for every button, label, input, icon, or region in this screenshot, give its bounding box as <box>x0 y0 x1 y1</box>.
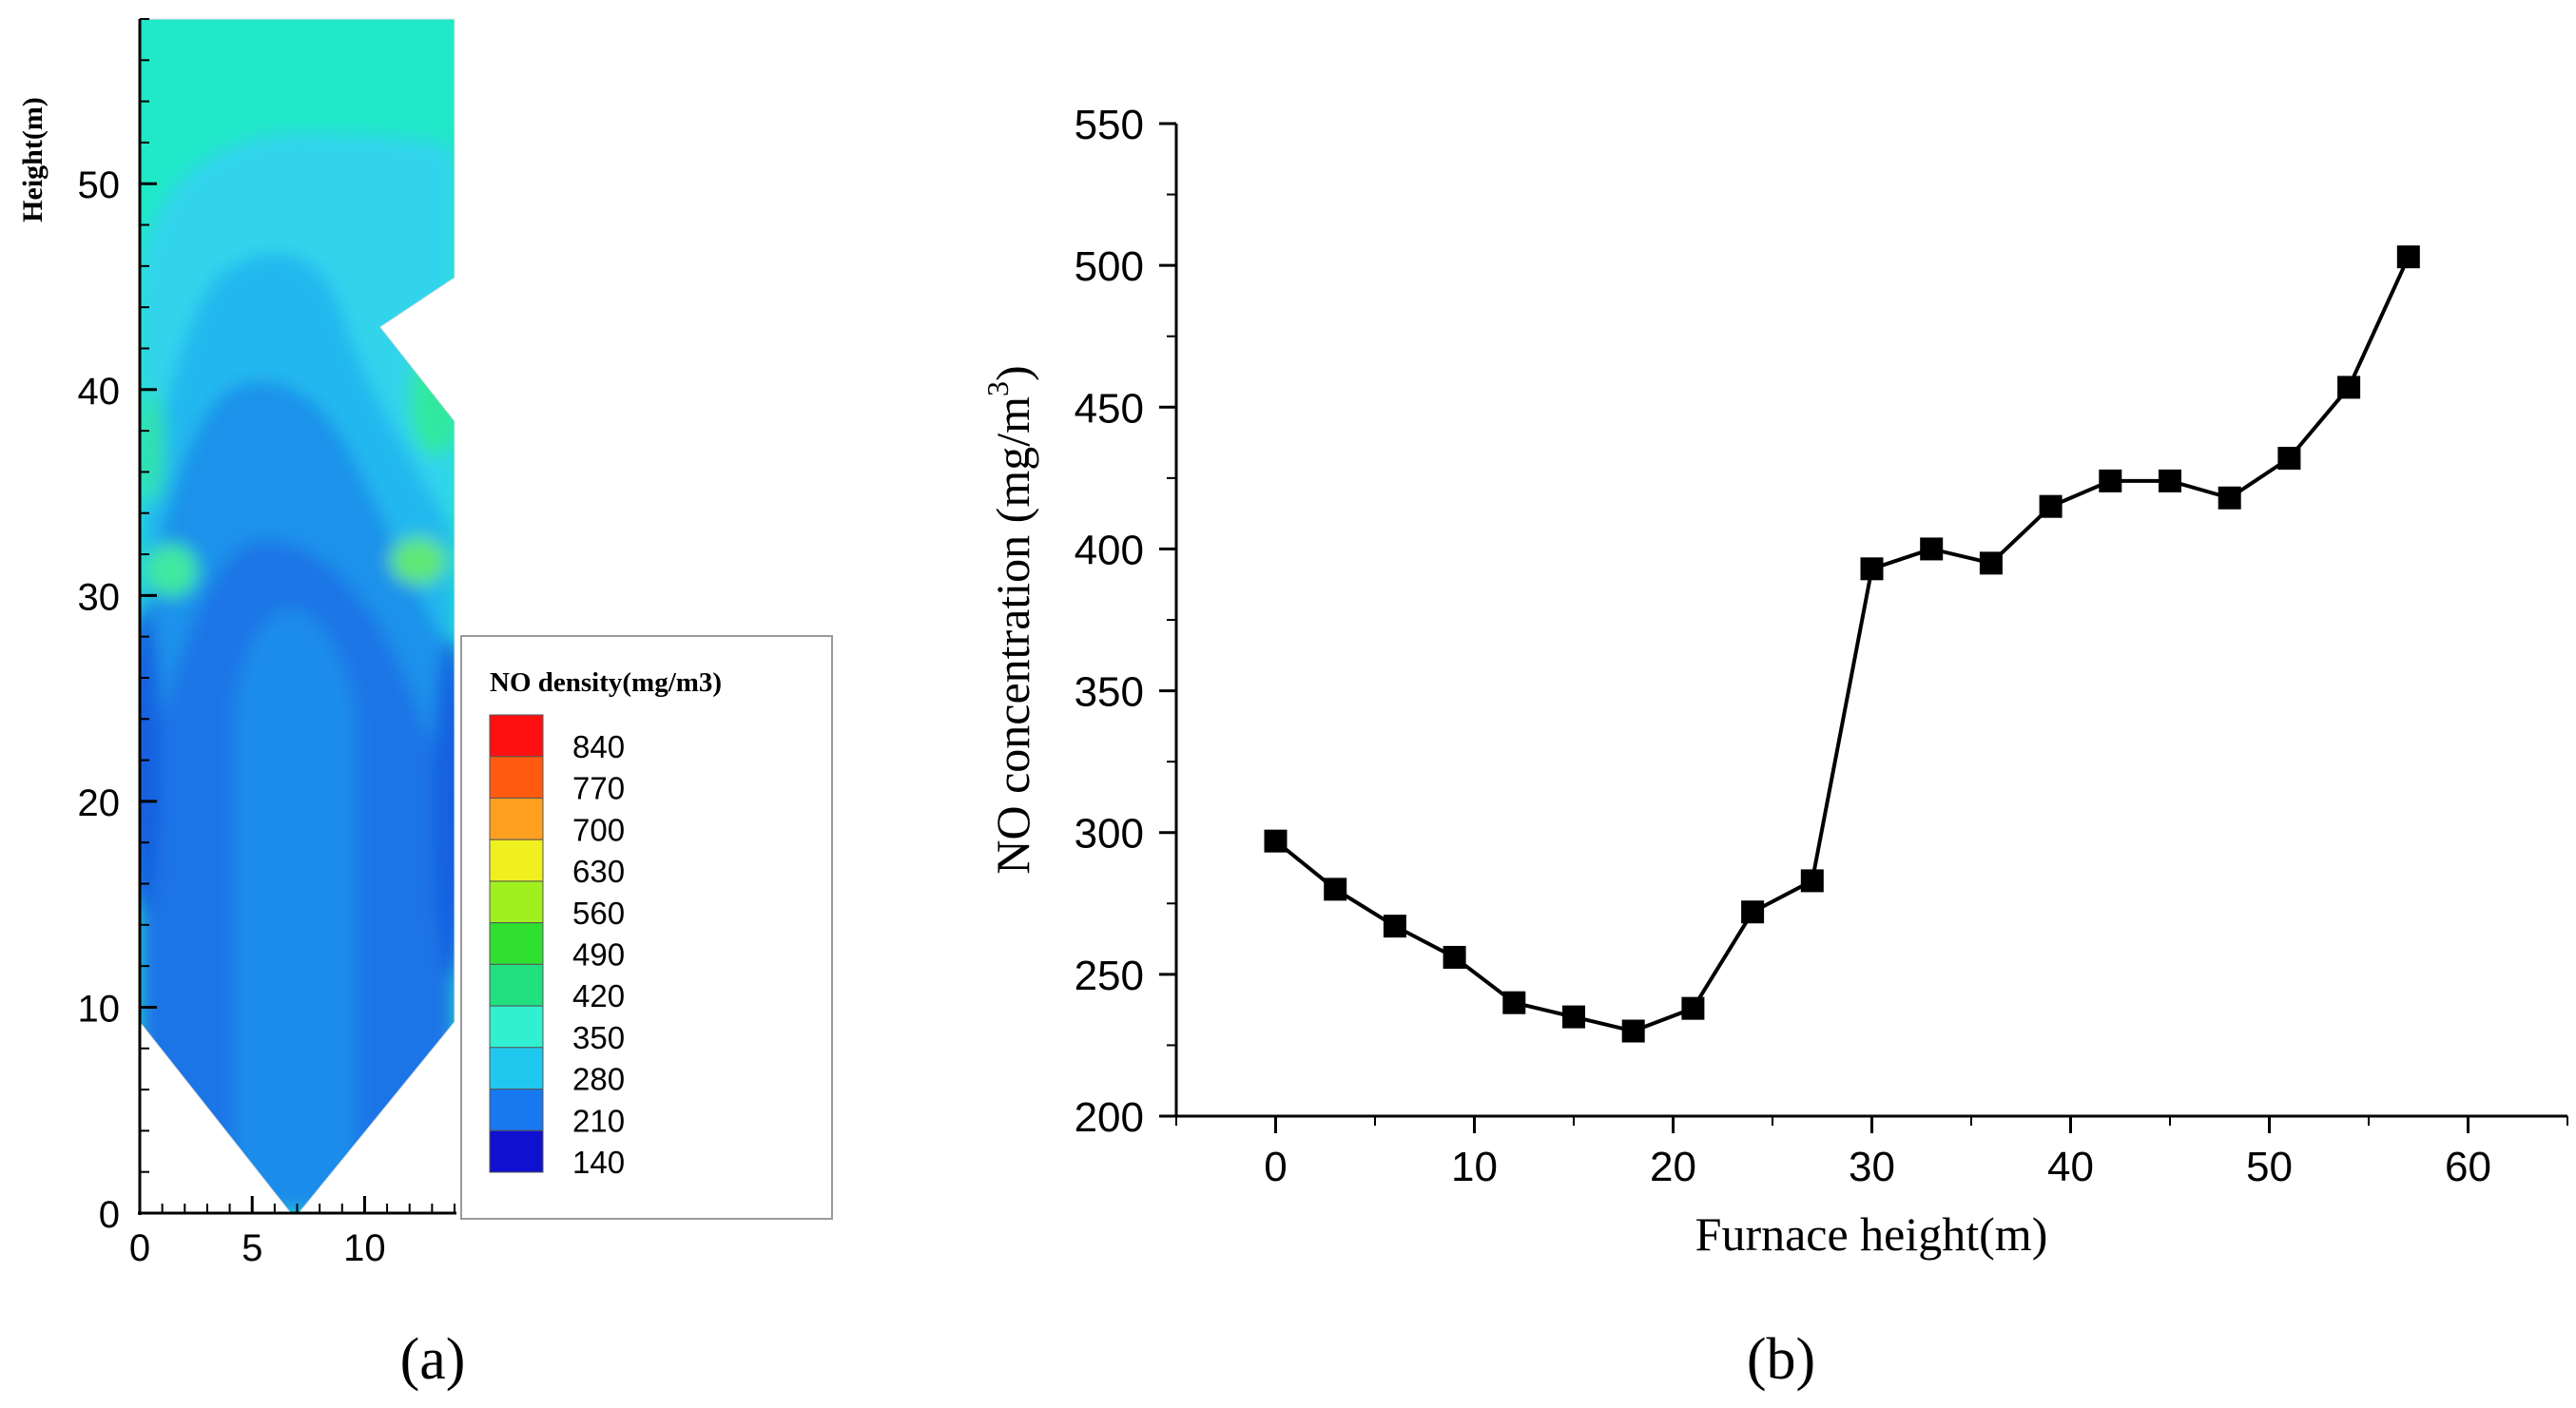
line-chart-y-axis-label: NO concentration (mg/m3) <box>980 365 1039 874</box>
legend-level-label: 210 <box>572 1103 625 1138</box>
contour-x-tick-label: 0 <box>129 1227 150 1269</box>
legend-swatch <box>489 922 544 965</box>
panel-b-label: (b) <box>1747 1327 1815 1392</box>
line-chart-x-ticks: 0 10 20 30 40 50 60 <box>1175 1116 2568 1190</box>
contour-x-tick-label: 10 <box>343 1227 386 1269</box>
legend-swatch <box>489 714 544 758</box>
contour-x-tick-labels: 0 5 10 <box>129 1227 386 1269</box>
data-point-marker <box>2099 469 2122 492</box>
legend-level-label: 140 <box>572 1145 625 1180</box>
legend-title: NO density(mg/m3) <box>490 667 722 698</box>
panel-a-contour-map: 0 10 20 30 40 50 0 5 10 Height(m) NO density(mg… <box>17 18 833 1392</box>
line-x-tick-label: 10 <box>1451 1144 1498 1190</box>
contour-y-tick-label: 20 <box>78 782 121 824</box>
data-point-marker <box>2337 376 2361 399</box>
line-y-tick-label: 450 <box>1075 385 1144 432</box>
legend-level-labels: 840 770 700 630 560 490 420 350 280 210 140 <box>572 729 625 1180</box>
contour-y-tick-label: 30 <box>78 576 121 618</box>
legend-level-label: 350 <box>572 1020 625 1055</box>
data-point-marker <box>1621 1019 1645 1043</box>
legend-swatch <box>489 839 544 882</box>
data-point-marker <box>1502 991 1526 1014</box>
contour-y-tick-label: 50 <box>78 164 121 206</box>
series-line <box>1274 256 2411 1033</box>
line-x-tick-label: 0 <box>1264 1144 1287 1190</box>
data-point-marker <box>2218 486 2241 510</box>
furnace-contour-field <box>140 19 455 1212</box>
contour-y-tick-labels: 0 10 20 30 40 50 <box>78 164 121 1236</box>
legend-swatch <box>489 880 544 924</box>
data-point-marker <box>1264 829 1288 853</box>
line-x-tick-label: 40 <box>2047 1144 2094 1190</box>
line-y-tick-label: 300 <box>1075 811 1144 858</box>
legend-level-label: 630 <box>572 854 625 889</box>
legend-level-label: 560 <box>572 896 625 931</box>
data-point-marker <box>2277 446 2301 470</box>
contour-x-tick-label: 5 <box>242 1227 262 1269</box>
data-point-marker <box>1741 900 1765 924</box>
data-point-marker <box>1562 1005 1585 1029</box>
legend-swatch <box>489 1129 544 1173</box>
data-point-marker <box>1979 551 2003 575</box>
contour-minor-ticks <box>138 18 455 1215</box>
line-x-tick-label: 30 <box>1849 1144 1895 1190</box>
data-point-marker <box>2159 469 2181 492</box>
data-point-marker <box>1800 869 1824 893</box>
legend-level-label: 700 <box>572 812 625 847</box>
line-chart-series <box>1264 245 2420 1043</box>
legend-level-label: 280 <box>572 1062 625 1097</box>
legend-level-label: 840 <box>572 729 625 764</box>
line-y-tick-label: 400 <box>1075 527 1144 573</box>
line-x-tick-label: 50 <box>2246 1144 2293 1190</box>
line-x-tick-label: 60 <box>2445 1144 2491 1190</box>
legend-swatch <box>489 797 544 840</box>
data-point-marker <box>1324 878 1347 901</box>
data-point-marker <box>1860 557 1884 581</box>
legend-swatch <box>489 1089 544 1131</box>
panel-a-label: (a) <box>400 1327 466 1392</box>
legend-swatch <box>489 963 544 1007</box>
data-point-marker <box>1383 915 1406 938</box>
legend-level-label: 490 <box>572 937 625 973</box>
line-y-tick-label: 500 <box>1075 243 1144 290</box>
line-x-tick-label: 20 <box>1650 1144 1696 1190</box>
contour-y-tick-label: 10 <box>78 988 121 1030</box>
y-axis-label-superscript: 3 <box>980 381 1015 396</box>
legend-swatch <box>489 1047 544 1090</box>
line-chart-x-axis-label: Furnace height(m) <box>1695 1207 2048 1261</box>
data-point-marker <box>2396 245 2420 269</box>
panel-b-line-chart: 200 250 300 350 400 450 500 550 0 10 20 30 40 50 60 F… <box>980 102 2568 1392</box>
line-y-tick-label: 250 <box>1075 953 1144 999</box>
line-y-tick-label: 350 <box>1075 669 1144 716</box>
line-chart-y-ticks: 200 250 300 350 400 450 500 550 <box>1075 102 1176 1141</box>
data-point-marker <box>2039 494 2063 518</box>
legend-swatch <box>489 756 544 799</box>
legend-swatch <box>489 1005 544 1049</box>
legend-level-label: 420 <box>572 978 625 1013</box>
contour-y-axis-label: Height(m) <box>17 97 48 222</box>
y-axis-label-suffix: ) <box>986 365 1039 381</box>
legend-level-label: 770 <box>572 771 625 806</box>
line-y-tick-label: 550 <box>1075 102 1144 148</box>
y-axis-label-main: NO concentration (mg/m <box>986 396 1039 875</box>
contour-legend: NO density(mg/m3) 840 770 700 630 560 490 420 3… <box>460 635 833 1220</box>
line-y-tick-label: 200 <box>1075 1094 1144 1141</box>
data-point-marker <box>1920 537 1944 561</box>
data-point-marker <box>1681 996 1705 1020</box>
legend-swatches <box>489 714 544 1173</box>
data-point-marker <box>1443 945 1466 969</box>
contour-y-tick-label: 0 <box>99 1194 120 1236</box>
contour-y-tick-label: 40 <box>78 371 121 413</box>
